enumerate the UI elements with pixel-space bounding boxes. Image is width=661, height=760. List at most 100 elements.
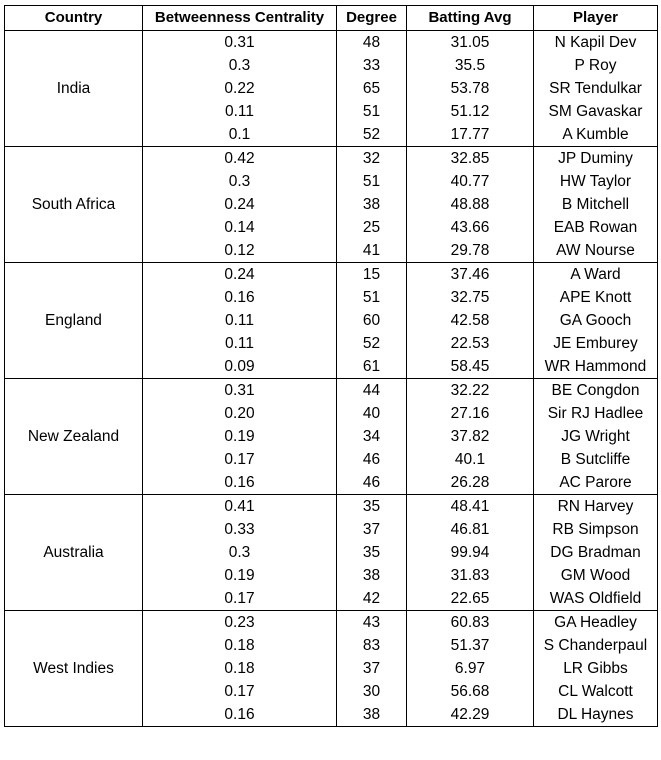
batting-avg-cell: 27.16	[406, 402, 534, 425]
betweenness-centrality-cell: 0.16	[142, 286, 337, 309]
table-row: 0.3 35 99.94 DG Bradman	[5, 541, 658, 564]
player-cell: LR Gibbs	[533, 657, 658, 680]
batting-avg-cell: 43.66	[406, 216, 534, 239]
player-cell: DL Haynes	[533, 703, 658, 727]
table-row: 0.1 52 17.77 A Kumble	[5, 123, 658, 147]
degree-cell: 51	[336, 286, 407, 309]
betweenness-centrality-cell: 0.3	[142, 541, 337, 564]
player-cell: N Kapil Dev	[533, 30, 658, 54]
batting-avg-cell: 31.83	[406, 564, 534, 587]
degree-cell: 35	[336, 494, 407, 518]
batting-avg-cell: 22.53	[406, 332, 534, 355]
betweenness-centrality-cell: 0.12	[142, 239, 337, 263]
table-row: 0.12 41 29.78 AW Nourse	[5, 239, 658, 263]
degree-cell: 32	[336, 146, 407, 170]
batting-avg-cell: 37.82	[406, 425, 534, 448]
degree-cell: 30	[336, 680, 407, 703]
cricket-players-table: Country Betweenness Centrality Degree Ba…	[4, 5, 658, 727]
betweenness-centrality-cell: 0.17	[142, 680, 337, 703]
player-cell: DG Bradman	[533, 541, 658, 564]
batting-avg-cell: 26.28	[406, 471, 534, 495]
table-row: 0.16 38 42.29 DL Haynes	[5, 703, 658, 727]
table-row: New Zealand 0.31 44 32.22 BE Congdon	[4, 378, 658, 495]
degree-cell: 37	[336, 518, 407, 541]
table-row: 0.24 38 48.88 B Mitchell	[5, 193, 658, 216]
betweenness-centrality-cell: 0.24	[142, 262, 337, 286]
batting-avg-cell: 32.22	[406, 378, 534, 402]
betweenness-centrality-cell: 0.20	[142, 402, 337, 425]
player-cell: WAS Oldfield	[533, 587, 658, 611]
header-row: Country Betweenness Centrality Degree Ba…	[4, 5, 658, 31]
player-cell: SR Tendulkar	[533, 77, 658, 100]
player-cell: RN Harvey	[533, 494, 658, 518]
betweenness-centrality-cell: 0.09	[142, 355, 337, 379]
batting-avg-cell: 51.12	[406, 100, 534, 123]
country-cell: Australia	[4, 494, 143, 611]
table-row: 0.17 42 22.65 WAS Oldfield	[5, 587, 658, 611]
degree-cell: 35	[336, 541, 407, 564]
batting-avg-cell: 32.85	[406, 146, 534, 170]
player-cell: Sir RJ Hadlee	[533, 402, 658, 425]
degree-cell: 52	[336, 123, 407, 147]
batting-avg-cell: 40.77	[406, 170, 534, 193]
country-cell: England	[4, 262, 143, 379]
table-row: South Africa 0.42 32 32.85 JP Duminy	[4, 146, 658, 263]
player-cell: P Roy	[533, 54, 658, 77]
degree-cell: 38	[336, 564, 407, 587]
player-cell: CL Walcott	[533, 680, 658, 703]
table-row: 0.19 38 31.83 GM Wood	[5, 564, 658, 587]
player-cell: A Kumble	[533, 123, 658, 147]
player-cell: JG Wright	[533, 425, 658, 448]
batting-avg-cell: 32.75	[406, 286, 534, 309]
betweenness-centrality-cell: 0.22	[142, 77, 337, 100]
degree-cell: 46	[336, 448, 407, 471]
table-row: 0.14 25 43.66 EAB Rowan	[5, 216, 658, 239]
header-batting-avg: Batting Avg	[406, 5, 534, 31]
table-row: 0.16 46 26.28 AC Parore	[5, 471, 658, 495]
degree-cell: 44	[336, 378, 407, 402]
betweenness-centrality-cell: 0.18	[142, 634, 337, 657]
betweenness-centrality-cell: 0.19	[142, 425, 337, 448]
betweenness-centrality-cell: 0.11	[142, 100, 337, 123]
degree-cell: 83	[336, 634, 407, 657]
table-row: 0.3 33 35.5 P Roy	[5, 54, 658, 77]
degree-cell: 38	[336, 703, 407, 727]
degree-cell: 51	[336, 170, 407, 193]
betweenness-centrality-cell: 0.19	[142, 564, 337, 587]
table-row: 0.11 60 42.58 GA Gooch	[5, 309, 658, 332]
betweenness-centrality-cell: 0.3	[142, 170, 337, 193]
table-row: 0.17 30 56.68 CL Walcott	[5, 680, 658, 703]
betweenness-centrality-cell: 0.33	[142, 518, 337, 541]
player-cell: EAB Rowan	[533, 216, 658, 239]
player-cell: B Mitchell	[533, 193, 658, 216]
degree-cell: 51	[336, 100, 407, 123]
table-row: 0.09 61 58.45 WR Hammond	[5, 355, 658, 379]
degree-cell: 61	[336, 355, 407, 379]
degree-cell: 40	[336, 402, 407, 425]
player-cell: AW Nourse	[533, 239, 658, 263]
header-country: Country	[4, 5, 143, 31]
table-row: 0.18 37 6.97 LR Gibbs	[5, 657, 658, 680]
header-player: Player	[533, 5, 658, 31]
batting-avg-cell: 56.68	[406, 680, 534, 703]
degree-cell: 37	[336, 657, 407, 680]
player-cell: JP Duminy	[533, 146, 658, 170]
batting-avg-cell: 42.58	[406, 309, 534, 332]
batting-avg-cell: 42.29	[406, 703, 534, 727]
betweenness-centrality-cell: 0.1	[142, 123, 337, 147]
player-cell: SM Gavaskar	[533, 100, 658, 123]
player-cell: GM Wood	[533, 564, 658, 587]
player-cell: S Chanderpaul	[533, 634, 658, 657]
betweenness-centrality-cell: 0.42	[142, 146, 337, 170]
player-cell: BE Congdon	[533, 378, 658, 402]
batting-avg-cell: 48.41	[406, 494, 534, 518]
batting-avg-cell: 51.37	[406, 634, 534, 657]
betweenness-centrality-cell: 0.24	[142, 193, 337, 216]
player-cell: HW Taylor	[533, 170, 658, 193]
country-cell: South Africa	[4, 146, 143, 263]
batting-avg-cell: 48.88	[406, 193, 534, 216]
table-row: 0.19 34 37.82 JG Wright	[5, 425, 658, 448]
batting-avg-cell: 29.78	[406, 239, 534, 263]
table-row: 0.3 51 40.77 HW Taylor	[5, 170, 658, 193]
player-cell: GA Gooch	[533, 309, 658, 332]
